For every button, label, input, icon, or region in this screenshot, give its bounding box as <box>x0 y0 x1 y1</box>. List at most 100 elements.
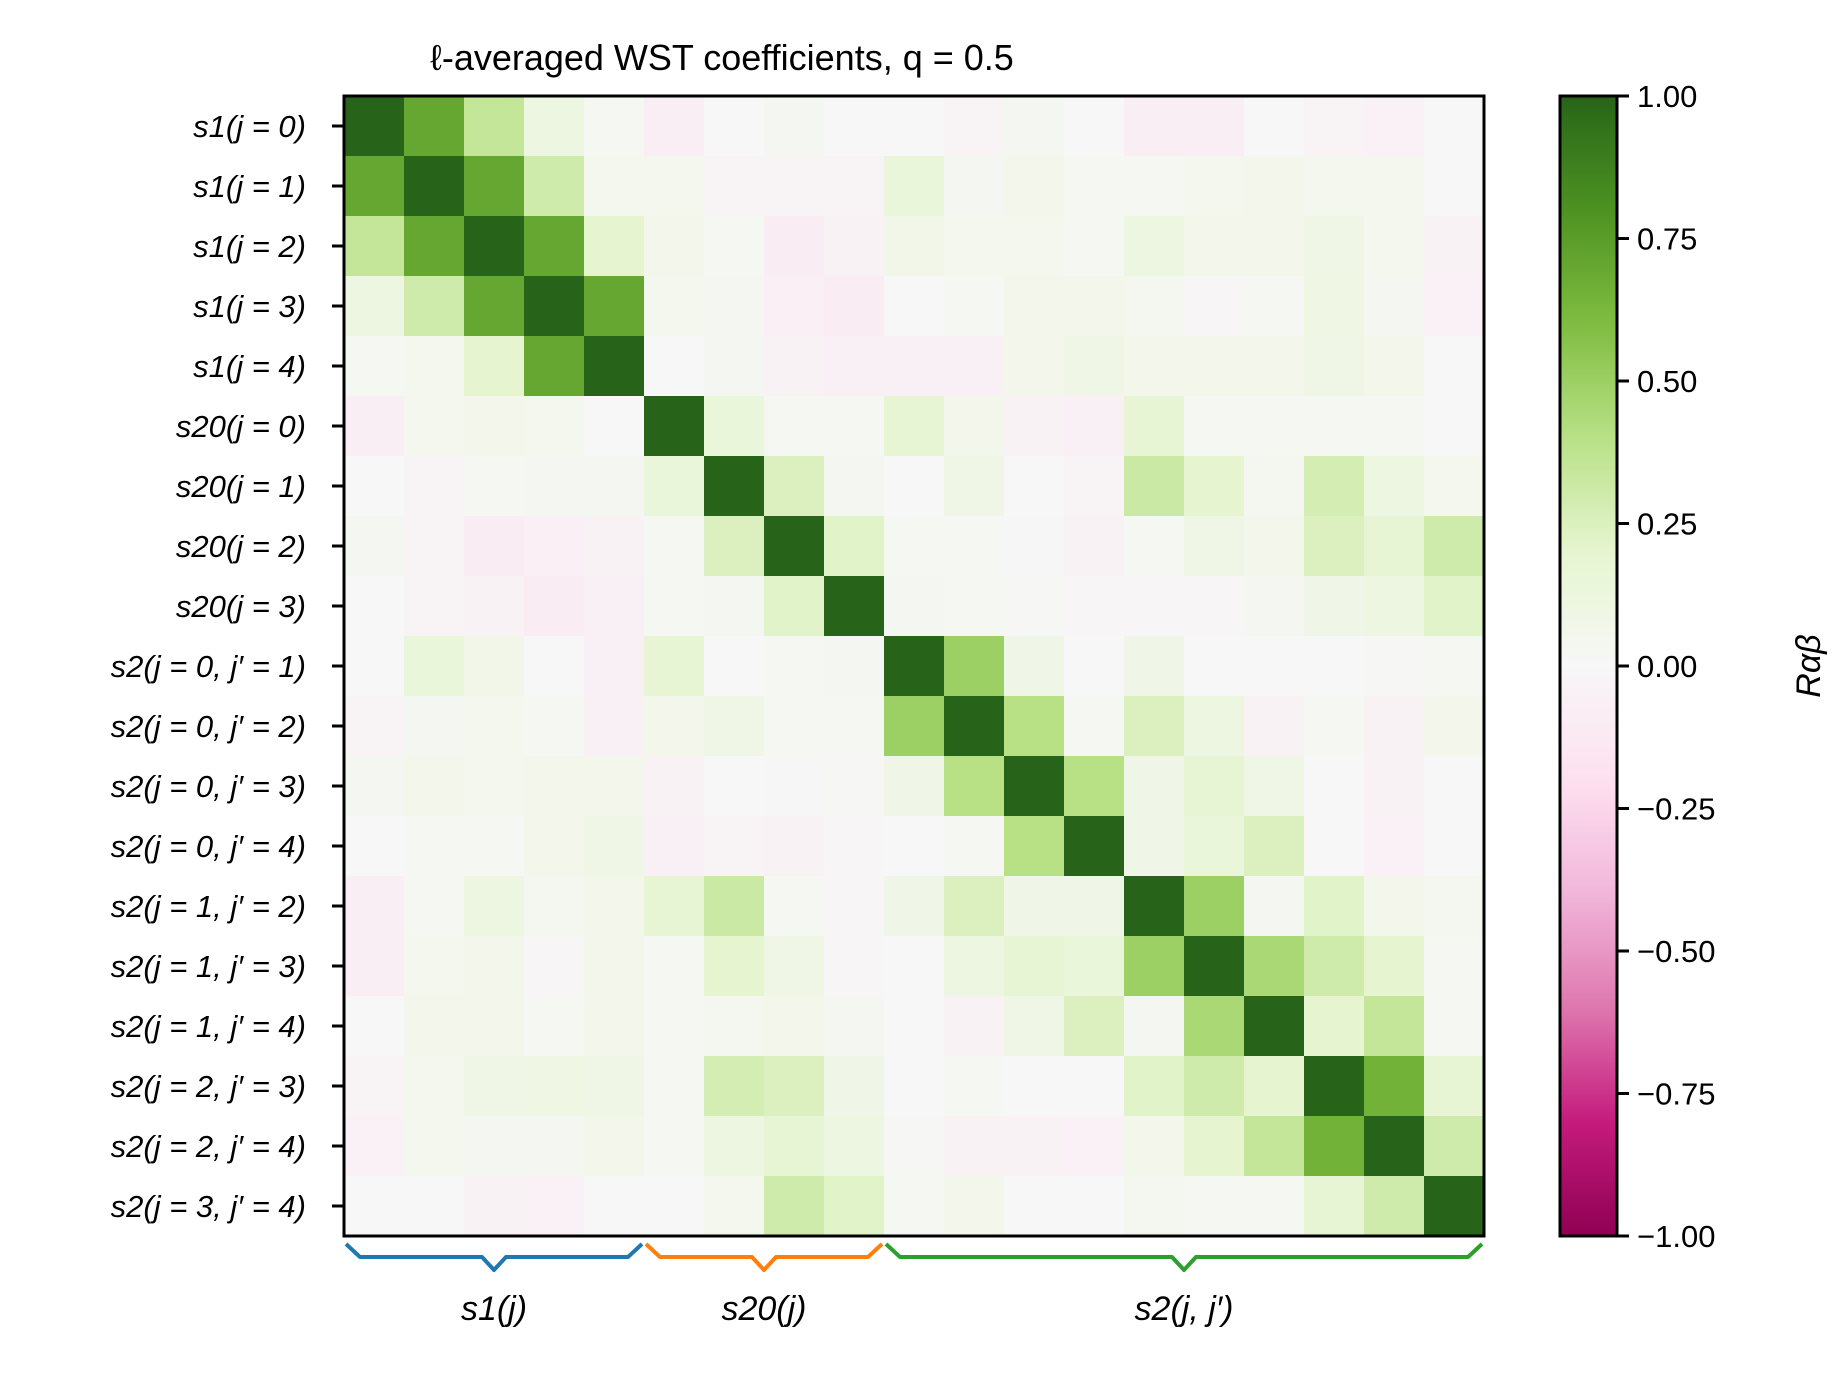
heatmap-cell <box>764 216 825 277</box>
row-label: s2(j = 2, j′ = 4) <box>111 1129 306 1164</box>
heatmap-cell <box>1004 336 1065 397</box>
heatmap-cell <box>944 1116 1005 1177</box>
heatmap-cell <box>344 936 405 997</box>
chart-title: ℓ-averaged WST coefficients, q = 0.5 <box>430 37 1014 78</box>
row-label: s1(j = 4) <box>193 349 306 384</box>
heatmap-cell <box>1184 576 1245 637</box>
heatmap-cell <box>1424 96 1485 157</box>
heatmap-cell <box>524 1056 585 1117</box>
heatmap-cell <box>644 96 705 157</box>
heatmap-cell <box>644 336 705 397</box>
heatmap-cell <box>884 936 945 997</box>
heatmap-cell <box>704 696 765 757</box>
heatmap-cell <box>884 576 945 637</box>
heatmap-cell <box>404 576 465 637</box>
heatmap-cell <box>1184 396 1245 457</box>
heatmap-cell <box>464 936 525 997</box>
heatmap-cell <box>1424 1176 1485 1237</box>
heatmap-cell <box>764 276 825 337</box>
heatmap-cell <box>1424 936 1485 997</box>
heatmap-cell <box>1004 816 1065 877</box>
heatmap-cell <box>524 696 585 757</box>
heatmap-cell <box>824 756 885 817</box>
heatmap-cell <box>1244 816 1305 877</box>
row-label: s20(j = 2) <box>176 529 306 564</box>
heatmap-cell <box>1424 336 1485 397</box>
heatmap-cell <box>464 396 525 457</box>
heatmap-cell <box>944 996 1005 1057</box>
heatmap-cell <box>524 456 585 517</box>
heatmap-cell <box>1244 756 1305 817</box>
heatmap-cell <box>884 756 945 817</box>
heatmap-cell <box>644 396 705 457</box>
heatmap-cell <box>584 636 645 697</box>
heatmap-cell <box>1424 216 1485 277</box>
heatmap-cell <box>704 756 765 817</box>
heatmap-cell <box>1064 1176 1125 1237</box>
heatmap-cell <box>1244 1176 1305 1237</box>
heatmap-cell <box>584 576 645 637</box>
heatmap-cell <box>1364 156 1425 217</box>
colorbar-tick-label: −0.50 <box>1637 934 1715 969</box>
heatmap-cell <box>1364 576 1425 637</box>
heatmap-cell <box>404 996 465 1057</box>
heatmap-cell <box>944 216 1005 277</box>
heatmap-cell <box>1004 756 1065 817</box>
heatmap-cell <box>1184 936 1245 997</box>
heatmap-cell <box>524 156 585 217</box>
colorbar-tick-label: −0.75 <box>1637 1077 1715 1112</box>
heatmap-cell <box>524 276 585 337</box>
heatmap-cell <box>1364 276 1425 337</box>
heatmap-cell <box>584 396 645 457</box>
heatmap-cell <box>404 216 465 277</box>
heatmap-cell <box>944 576 1005 637</box>
heatmap-cell <box>1364 456 1425 517</box>
heatmap-cell <box>344 516 405 577</box>
heatmap-cell <box>1124 876 1185 937</box>
heatmap-cell <box>584 1176 645 1237</box>
heatmap-cell <box>644 996 705 1057</box>
heatmap-cell <box>1304 276 1365 337</box>
heatmap-cell <box>764 456 825 517</box>
heatmap-cell <box>1424 996 1485 1057</box>
heatmap-cell <box>764 816 825 877</box>
heatmap-cell <box>1004 1116 1065 1177</box>
row-label: s1(j = 1) <box>193 169 306 204</box>
heatmap-cell <box>1004 876 1065 937</box>
heatmap-cell <box>584 996 645 1057</box>
heatmap-cell <box>1064 1116 1125 1177</box>
row-label: s2(j = 0, j′ = 1) <box>111 649 306 684</box>
heatmap-cell <box>524 936 585 997</box>
heatmap-cell <box>764 876 825 937</box>
heatmap-cell <box>524 1116 585 1177</box>
heatmap-cell <box>464 156 525 217</box>
heatmap-cell <box>344 816 405 877</box>
heatmap-cell <box>1064 1056 1125 1117</box>
heatmap-cell <box>1124 456 1185 517</box>
heatmap-cell <box>1304 816 1365 877</box>
row-label: s1(j = 2) <box>193 229 306 264</box>
heatmap-cell <box>1304 1056 1365 1117</box>
heatmap-cell <box>1424 696 1485 757</box>
heatmap-cell <box>884 636 945 697</box>
heatmap-cell <box>764 1056 825 1117</box>
heatmap-cell <box>1004 576 1065 637</box>
heatmap-cell <box>524 876 585 937</box>
heatmap-cell <box>824 816 885 877</box>
heatmap-cell <box>764 516 825 577</box>
heatmap-cell <box>644 816 705 877</box>
heatmap-cell <box>884 1116 945 1177</box>
heatmap-cell <box>404 1116 465 1177</box>
heatmap-cell <box>1304 1176 1365 1237</box>
group-label: s1(j) <box>461 1290 527 1328</box>
heatmap-cell <box>404 516 465 577</box>
heatmap-cell <box>344 276 405 337</box>
heatmap-cell <box>584 756 645 817</box>
heatmap-cell <box>1184 456 1245 517</box>
heatmap-cell <box>464 576 525 637</box>
heatmap-cell <box>1064 276 1125 337</box>
heatmap-cell <box>1124 696 1185 757</box>
heatmap-cell <box>584 816 645 877</box>
heatmap-cell <box>704 156 765 217</box>
heatmap-cell <box>1064 936 1125 997</box>
